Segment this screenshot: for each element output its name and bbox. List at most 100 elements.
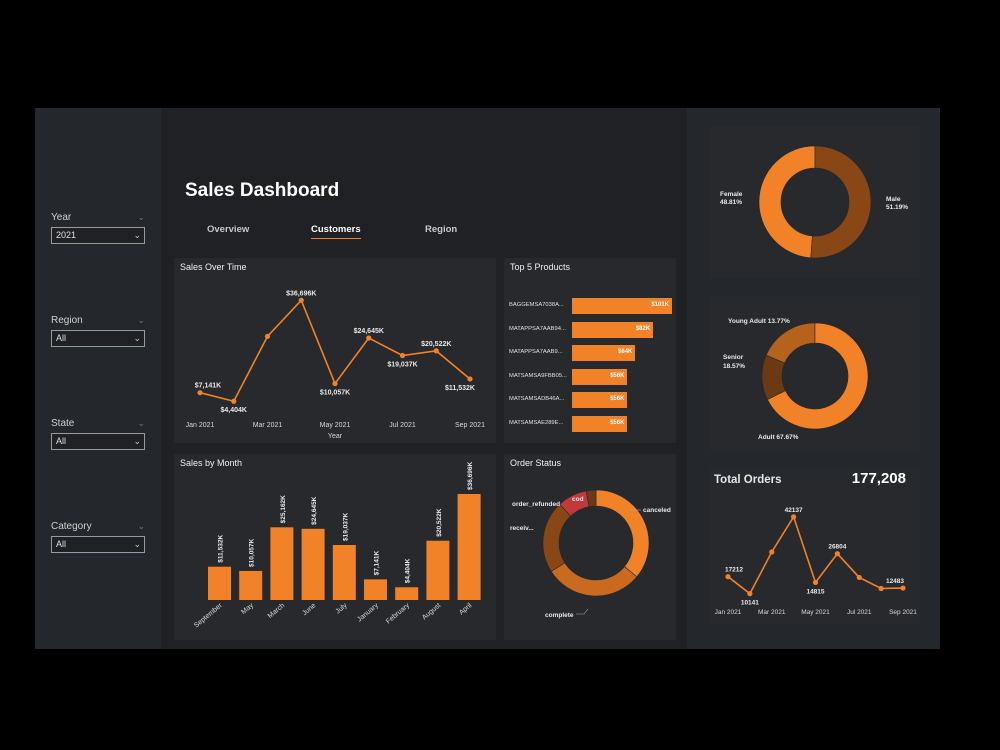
bar xyxy=(395,587,419,600)
bar-row: MATSAMSAE289E... $56K xyxy=(504,415,676,432)
category-label: April xyxy=(458,602,474,617)
category-label: June xyxy=(301,602,317,617)
bar xyxy=(301,528,325,600)
top5-products-title: Top 5 Products xyxy=(510,262,571,272)
filter-year-label: Year xyxy=(51,212,72,223)
sales-over-time-chart: $7,141K $4,404K $36,696K $10,057K $24,645K $1… xyxy=(186,290,485,440)
bar: $82K xyxy=(572,321,654,338)
total-orders-label: Total Orders xyxy=(714,474,782,486)
order-status-title: Order Status xyxy=(510,458,562,468)
sales-by-month-title: Sales by Month xyxy=(180,458,243,468)
donut-slice xyxy=(810,145,872,259)
bar-value-label: $56K xyxy=(610,372,625,379)
bar-value-label: $36,696K xyxy=(467,462,474,490)
data-label: 10141 xyxy=(741,600,759,607)
tab-overview[interactable]: Overview xyxy=(207,224,250,235)
state-select-value: All xyxy=(56,436,67,446)
data-point xyxy=(812,579,819,586)
x-tick-label: Sep 2021 xyxy=(889,609,917,616)
filter-sidebar: Year ⌄ 2021 ⌄ Region ⌄ All ⌄ State ⌄ All… xyxy=(35,108,161,649)
filter-state-label: State xyxy=(51,418,75,429)
bar: $56K xyxy=(572,392,628,408)
bar: $101K xyxy=(572,298,672,314)
bar xyxy=(208,566,231,600)
order-status-chart: canceled complete receiv... order_refunded c… xyxy=(510,489,671,619)
slice-label: receiv... xyxy=(510,525,534,532)
bar xyxy=(457,494,481,600)
donut-slice xyxy=(595,489,650,578)
x-tick-label: Jul 2021 xyxy=(389,422,416,429)
category-label: January xyxy=(356,602,380,624)
chevron-down-icon: ⌄ xyxy=(133,230,141,240)
bar xyxy=(364,579,387,600)
category-label: BAGGEMSA7038A... xyxy=(509,302,564,308)
chevron-down-icon[interactable]: ⌄ xyxy=(137,418,145,428)
sales-over-time-title: Sales Over Time xyxy=(180,262,247,272)
slice-label: Senior xyxy=(723,354,744,361)
x-axis-label: Year xyxy=(328,433,343,440)
x-tick-label: Jul 2021 xyxy=(847,609,872,616)
bar-value-label: $64K xyxy=(618,349,633,355)
bar-value-label: $56K xyxy=(610,419,625,426)
data-point xyxy=(231,398,237,404)
filter-region-label: Region xyxy=(51,315,83,326)
tab-customers[interactable]: Customers xyxy=(311,224,361,239)
sales-by-month-panel: Sales by Month $11,532K September $10,057K… xyxy=(174,454,496,640)
slice-label: Adult 67.67% xyxy=(758,434,799,441)
data-label: 42137 xyxy=(785,507,803,514)
slice-label: canceled xyxy=(643,507,671,514)
chevron-down-icon[interactable]: ⌄ xyxy=(137,315,145,325)
chevron-down-icon: ⌄ xyxy=(133,436,141,446)
x-tick-label: Mar 2021 xyxy=(253,422,283,429)
data-point xyxy=(264,333,271,339)
data-label: $10,057K xyxy=(320,390,350,397)
donut-slice xyxy=(758,145,816,259)
sales-over-time-panel: Sales Over Time $7,141K $4,404K $36,696K $1… xyxy=(174,258,496,443)
slice-label: complete xyxy=(545,612,574,619)
category-label: March xyxy=(267,602,286,620)
year-select[interactable]: 2021 ⌄ xyxy=(51,227,145,244)
x-tick-label: Jan 2021 xyxy=(186,422,215,429)
tab-region[interactable]: Region xyxy=(425,224,458,235)
data-point xyxy=(433,348,439,354)
bar-value-label: $11,532K xyxy=(218,535,225,563)
top5-products-panel: Top 5 Products BAGGEMSA7038A... $101K MATA… xyxy=(504,258,676,443)
age-group-donut-chart: Young Adult 13.77% Senior 18.57% Adult 67.6… xyxy=(723,318,869,441)
data-label: 12483 xyxy=(886,578,904,585)
data-label: 17212 xyxy=(725,567,743,574)
chevron-down-icon[interactable]: ⌄ xyxy=(137,212,145,222)
order-status-panel: Order Status canceled complete receiv... or… xyxy=(504,454,676,640)
data-point xyxy=(769,549,775,555)
region-select[interactable]: All ⌄ xyxy=(51,330,145,347)
chevron-down-icon: ⌄ xyxy=(133,539,141,549)
bar: $56K xyxy=(572,415,628,432)
chevron-down-icon[interactable]: ⌄ xyxy=(137,521,145,531)
category-label: MATSAMSADB46A... xyxy=(509,396,565,402)
category-label: February xyxy=(385,602,411,626)
bar xyxy=(239,570,263,600)
total-orders-chart: 17212 10141 42137 14815 26804 12483 Jan 2021 Ma… xyxy=(715,507,918,616)
bar-row: MATSAMSA9FBB05... $56K xyxy=(504,368,676,385)
bar-value-label: $7,141K xyxy=(374,550,381,575)
main-area: Sales Dashboard Overview Customers Regio… xyxy=(161,108,687,649)
dashboard: Year ⌄ 2021 ⌄ Region ⌄ All ⌄ State ⌄ All… xyxy=(35,108,940,649)
donut-slice xyxy=(767,322,869,430)
bar xyxy=(270,527,294,600)
data-label: $20,522K xyxy=(421,341,451,348)
category-label: MATSAMSA9FBB05... xyxy=(509,372,567,379)
gender-panel: Female 48.81% Male 51.19% xyxy=(710,126,920,278)
age-group-panel: Young Adult 13.77% Senior 18.57% Adult 67.6… xyxy=(710,296,920,451)
filter-state: State ⌄ All ⌄ xyxy=(51,418,145,450)
filter-category-label: Category xyxy=(51,521,92,532)
bar-row: MATAPPSA7AAB9... $64K xyxy=(504,345,676,361)
slice-label: Male xyxy=(886,196,901,203)
bar-value-label: $56K xyxy=(610,396,625,402)
page-title: Sales Dashboard xyxy=(185,180,340,201)
data-point xyxy=(197,390,203,396)
slice-label: order_refunded xyxy=(512,501,560,508)
data-point xyxy=(399,352,406,359)
state-select[interactable]: All ⌄ xyxy=(51,433,145,450)
bar xyxy=(426,540,450,600)
data-point xyxy=(467,376,473,382)
category-select[interactable]: All ⌄ xyxy=(51,536,145,553)
